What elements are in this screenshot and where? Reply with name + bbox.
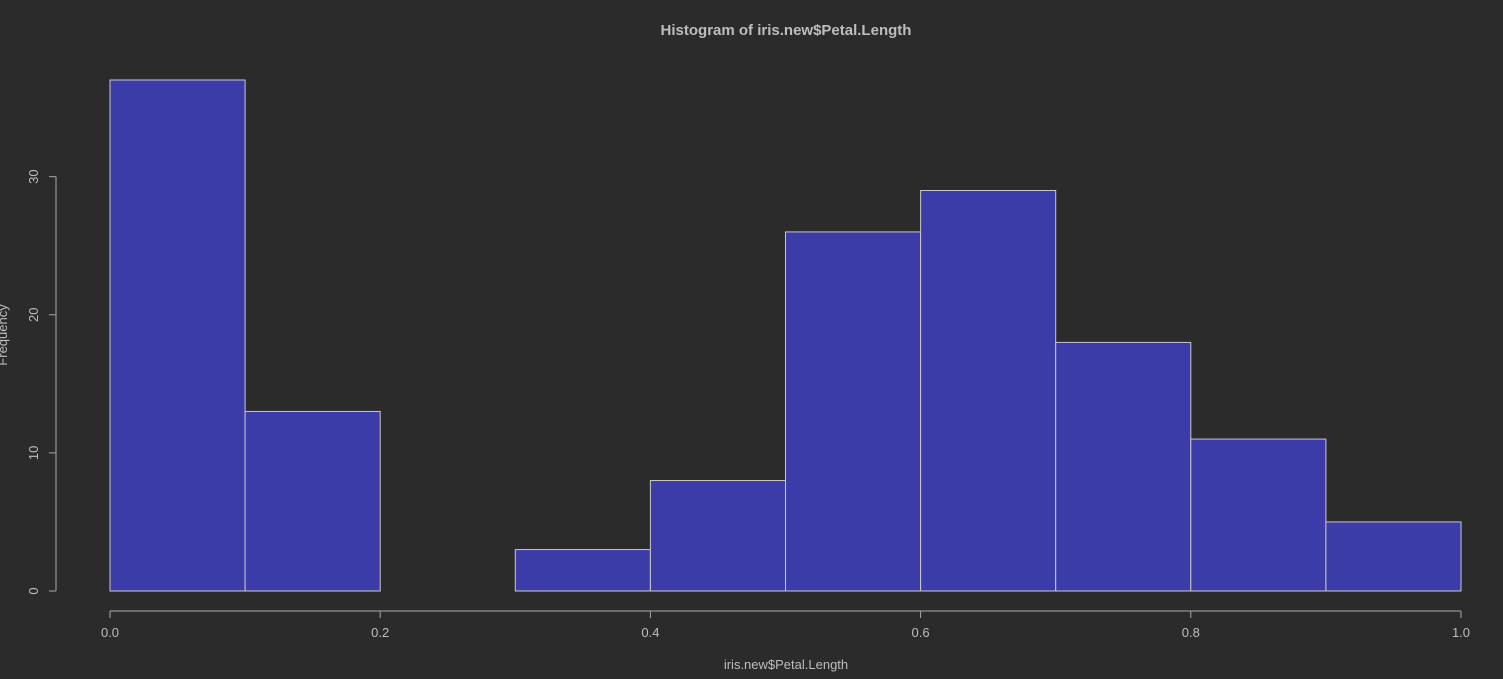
x-tick-label: 1.0 [1452, 625, 1470, 640]
x-tick-label: 0.4 [641, 625, 659, 640]
histogram-bar [244, 410, 381, 592]
histogram-bar [920, 189, 1057, 592]
x-tick-label: 0.6 [912, 625, 930, 640]
x-tick-label: 0.0 [101, 625, 119, 640]
y-axis: 0 10 20 30 [26, 169, 57, 595]
y-tick-label: 20 [26, 308, 41, 322]
histogram-bar [785, 231, 922, 592]
histogram-bar [1190, 438, 1327, 592]
chart-title: Histogram of iris.new$Petal.Length [661, 22, 912, 39]
histogram-bar [649, 480, 787, 592]
x-tick-label: 0.2 [371, 625, 389, 640]
histogram-bar [1325, 521, 1462, 592]
x-axis: 0.0 0.2 0.4 0.6 0.8 1.0 [101, 610, 1470, 640]
y-tick-label: 0 [26, 587, 41, 594]
y-axis-label: Frequency [0, 304, 10, 366]
histogram-bar [514, 549, 651, 592]
x-axis-label: iris.new$Petal.Length [724, 657, 848, 672]
x-tick-label: 0.8 [1182, 625, 1200, 640]
y-tick-label: 30 [26, 169, 41, 183]
histogram-bar [109, 79, 246, 592]
histogram-bar [1055, 341, 1192, 592]
y-tick-label: 10 [26, 446, 41, 460]
bars-group [109, 79, 1462, 592]
